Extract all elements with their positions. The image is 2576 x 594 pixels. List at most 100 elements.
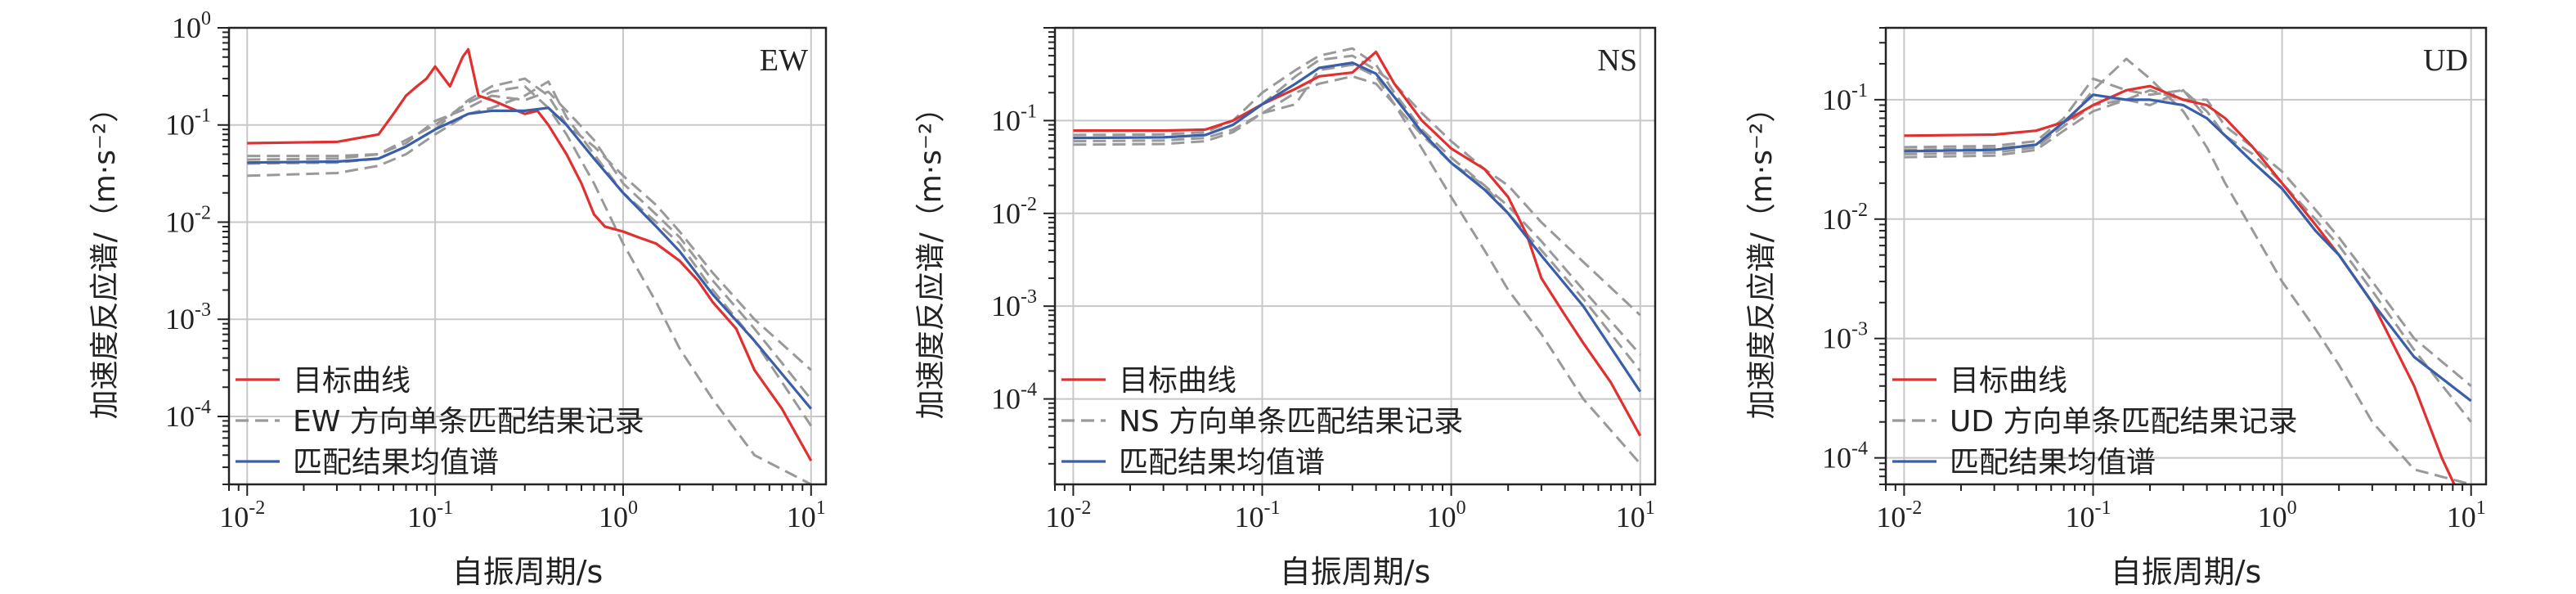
chart-panel-ns: 10-2 10-1 100 10110-410-310-210-1NS自振周期/s加速… <box>914 26 1657 590</box>
y-tick-exponent: -2 <box>195 202 211 223</box>
x-tick-base: 10 <box>1234 501 1263 533</box>
x-axis-label: 自振周期/s <box>452 554 604 590</box>
record-line-1 <box>1073 74 1641 465</box>
y-tick-base: 10 <box>991 104 1021 137</box>
legend-label-1: NS 方向单条匹配结果记录 <box>1119 405 1463 439</box>
x-tick-base: 10 <box>219 501 249 533</box>
x-tick-label: 100 <box>1427 497 1466 533</box>
x-axis-label: 自振周期/s <box>2111 554 2262 590</box>
x-tick-exponent: -2 <box>249 497 265 519</box>
series-group <box>247 47 813 484</box>
y-tick-label: 10-4 <box>165 397 211 433</box>
x-tick-base: 10 <box>2447 501 2476 533</box>
x-tick-label: 101 <box>787 497 826 533</box>
y-tick-base: 10 <box>165 303 195 335</box>
chart-panel-ew: 10-2 10-1 100 10110-410-310-210-1100EW自振周期/… <box>88 8 828 590</box>
record-line-2 <box>1073 54 1641 317</box>
y-tick-base: 10 <box>165 205 195 238</box>
y-tick-label: 10-4 <box>1822 439 1868 475</box>
x-tick-exponent: 1 <box>1645 497 1655 519</box>
panel-label: EW <box>760 43 808 78</box>
legend-label-0: 目标曲线 <box>1119 364 1236 398</box>
y-tick-exponent: -4 <box>1851 439 1868 460</box>
legend-label-2: 匹配结果均值谱 <box>293 446 499 479</box>
x-tick-base: 10 <box>2065 501 2094 533</box>
x-tick-label: 101 <box>1616 497 1655 533</box>
series-group <box>1073 47 1642 465</box>
y-tick-exponent: -1 <box>195 106 211 127</box>
y-tick-exponent: 0 <box>201 8 211 29</box>
y-tick-label: 10-4 <box>991 380 1037 416</box>
x-tick-base: 10 <box>407 501 437 533</box>
x-tick-exponent: -2 <box>1075 497 1091 519</box>
record-line-1 <box>1904 57 2472 484</box>
x-tick-label: 100 <box>599 497 638 533</box>
x-tick-label: 10-2 <box>1045 497 1091 533</box>
record-line-3 <box>247 77 812 371</box>
y-tick-base: 10 <box>165 400 195 433</box>
x-tick-base: 10 <box>1427 501 1456 533</box>
y-tick-label: 100 <box>172 8 211 44</box>
record-line-2 <box>247 80 813 427</box>
y-tick-base: 10 <box>1822 83 1851 116</box>
record-line-4 <box>247 90 812 401</box>
target-curve-line <box>1073 50 1642 437</box>
y-tick-exponent: -3 <box>1851 319 1868 340</box>
axes-frame <box>1053 26 1657 486</box>
y-axis-label: 加速度反应谱/（m·s⁻²） <box>1745 93 1779 420</box>
x-tick-exponent: 0 <box>628 497 638 519</box>
x-tick-base: 10 <box>1045 501 1075 533</box>
legend-label-1: EW 方向单条匹配结果记录 <box>293 405 644 439</box>
target-curve-line <box>247 47 813 461</box>
y-tick-exponent: -4 <box>1021 380 1037 401</box>
y-tick-exponent: -1 <box>1021 101 1037 122</box>
y-tick-label: 10-1 <box>1822 80 1868 116</box>
series-group <box>1904 57 2472 484</box>
y-tick-exponent: -2 <box>1021 194 1037 215</box>
mean-spectrum-line <box>247 106 813 410</box>
x-tick-exponent: 1 <box>2476 497 2486 519</box>
x-tick-base: 10 <box>599 501 628 533</box>
y-tick-base: 10 <box>1822 442 1851 475</box>
legend-label-1: UD 方向单条匹配结果记录 <box>1950 405 2298 439</box>
x-tick-exponent: 1 <box>816 497 826 519</box>
y-axis-label: 加速度反应谱/（m·s⁻²） <box>88 93 122 420</box>
legend-label-0: 目标曲线 <box>1950 364 2067 398</box>
x-tick-label: 10-1 <box>407 497 453 533</box>
x-tick-exponent: 0 <box>2287 497 2297 519</box>
y-tick-base: 10 <box>991 197 1021 230</box>
axes-frame <box>227 26 828 486</box>
record-line-4 <box>1073 63 1641 372</box>
y-tick-base: 10 <box>991 383 1021 416</box>
x-tick-base: 10 <box>1616 501 1645 533</box>
x-tick-exponent: -1 <box>2094 497 2111 519</box>
y-tick-exponent: -3 <box>195 299 211 321</box>
y-tick-exponent: -4 <box>195 397 211 418</box>
x-tick-label: 10-1 <box>1234 497 1280 533</box>
y-axis-label: 加速度反应谱/（m·s⁻²） <box>914 93 948 420</box>
x-tick-label: 10-2 <box>219 497 265 533</box>
legend-label-2: 匹配结果均值谱 <box>1950 446 2156 479</box>
x-tick-exponent: -1 <box>1263 497 1280 519</box>
record-line-3 <box>1073 47 1641 356</box>
y-tick-base: 10 <box>172 11 201 44</box>
legend-label-0: 目标曲线 <box>293 364 411 398</box>
x-tick-label: 10-2 <box>1876 497 1922 533</box>
y-tick-label: 10-1 <box>991 101 1037 137</box>
mean-spectrum-line <box>1073 61 1642 393</box>
x-tick-label: 101 <box>2447 497 2486 533</box>
y-tick-base: 10 <box>1822 203 1851 236</box>
record-line-3 <box>1904 88 2472 387</box>
y-tick-base: 10 <box>991 290 1021 322</box>
y-tick-label: 10-1 <box>165 106 211 142</box>
x-tick-base: 10 <box>787 501 816 533</box>
y-tick-label: 10-2 <box>1822 200 1868 236</box>
y-tick-exponent: -3 <box>1021 286 1037 308</box>
y-tick-base: 10 <box>1822 322 1851 355</box>
record-line-2 <box>1904 77 2472 423</box>
record-line-4 <box>1904 88 2472 403</box>
x-tick-label: 10-1 <box>2065 497 2111 533</box>
